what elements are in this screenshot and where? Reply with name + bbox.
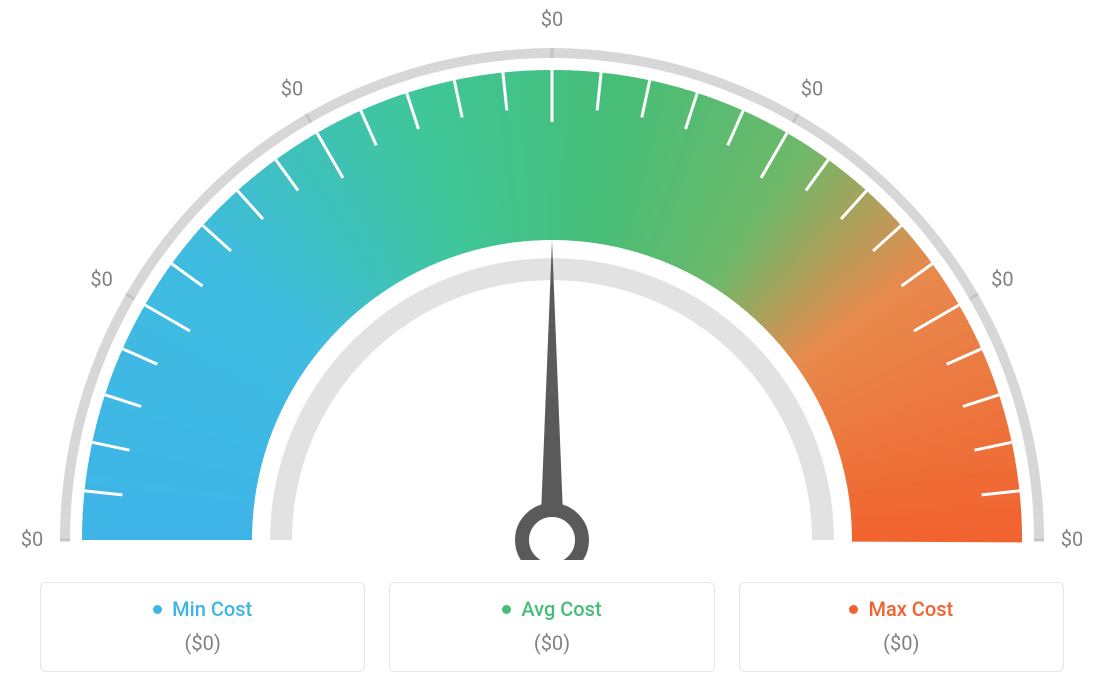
svg-text:$0: $0 <box>1061 527 1082 551</box>
legend-value-max: ($0) <box>740 631 1063 655</box>
svg-text:$0: $0 <box>991 267 1013 291</box>
svg-text:$0: $0 <box>22 527 43 551</box>
svg-text:$0: $0 <box>541 7 563 31</box>
legend-card-min: Min Cost ($0) <box>40 582 365 672</box>
dot-icon <box>153 605 162 614</box>
legend-value-min: ($0) <box>41 631 364 655</box>
legend-text: Max Cost <box>868 597 953 621</box>
legend-card-avg: Avg Cost ($0) <box>389 582 714 672</box>
svg-text:$0: $0 <box>801 77 823 101</box>
dot-icon <box>849 605 858 614</box>
svg-text:$0: $0 <box>90 267 112 291</box>
legend-row: Min Cost ($0) Avg Cost ($0) Max Cost ($0… <box>40 582 1064 672</box>
dot-icon <box>502 605 511 614</box>
legend-text: Avg Cost <box>521 597 601 621</box>
svg-text:$0: $0 <box>281 77 303 101</box>
gauge-svg: $0 $0 $0 $0 $0 $0 $0 <box>22 0 1082 560</box>
legend-value-avg: ($0) <box>390 631 713 655</box>
legend-label-min: Min Cost <box>153 597 252 621</box>
legend-label-max: Max Cost <box>849 597 953 621</box>
legend-card-max: Max Cost ($0) <box>739 582 1064 672</box>
legend-text: Min Cost <box>172 597 252 621</box>
legend-label-avg: Avg Cost <box>502 597 601 621</box>
cost-gauge: $0 $0 $0 $0 $0 $0 $0 <box>22 0 1082 560</box>
